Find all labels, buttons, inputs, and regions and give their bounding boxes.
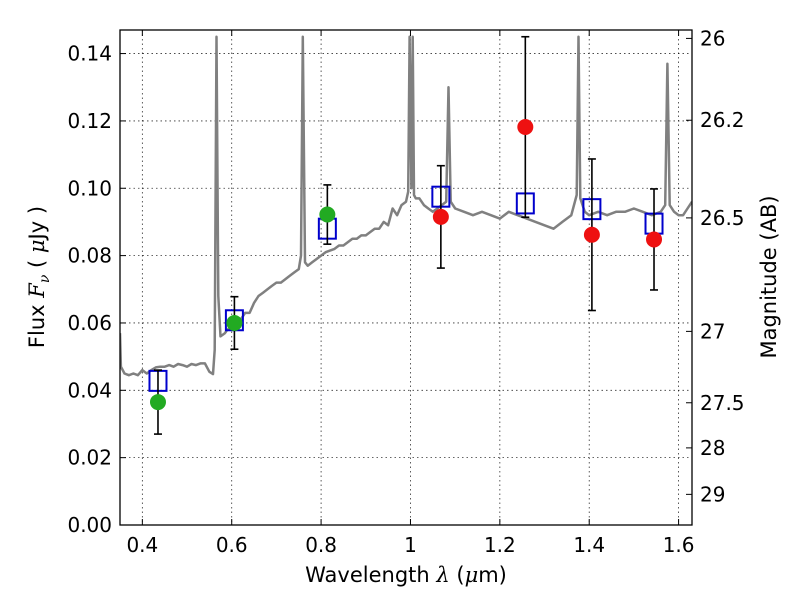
x-axis-label: Wavelength λ (μm) bbox=[305, 563, 507, 587]
y-tick-label: 0.06 bbox=[67, 311, 112, 335]
y-tick-label: 0.08 bbox=[67, 244, 112, 268]
x-tick-label: 1.6 bbox=[663, 533, 695, 557]
right-tick-label: 28 bbox=[700, 436, 725, 460]
right-tick-label: 26.2 bbox=[700, 108, 745, 132]
right-tick-label: 27 bbox=[700, 319, 725, 343]
observed-flux-point bbox=[319, 206, 336, 223]
x-tick-label: 0.6 bbox=[216, 533, 248, 557]
y-tick-label: 0.14 bbox=[67, 42, 112, 66]
right-tick-label: 26 bbox=[700, 26, 725, 50]
right-axis-ticks: 26 26.2 26.5 27 27.5 28 29 bbox=[686, 26, 745, 506]
observed-flux-point bbox=[646, 231, 663, 248]
y-tick-label: 0.02 bbox=[67, 446, 112, 470]
template-spectrum-layer bbox=[120, 35, 692, 377]
y-axis-label: Flux Fν ( μJy ) bbox=[25, 206, 53, 348]
right-tick-label: 26.5 bbox=[700, 206, 745, 230]
plot-frame bbox=[119, 29, 693, 526]
y-tick-label: 0.12 bbox=[67, 109, 112, 133]
y-axis-ticks: 0.00 0.02 0.04 0.06 0.08 0.10 0.12 0.14 bbox=[67, 42, 126, 537]
x-tick-label: 0.8 bbox=[305, 533, 337, 557]
right-tick-label: 27.5 bbox=[700, 391, 745, 415]
y-tick-label: 0.04 bbox=[67, 378, 112, 402]
model-flux-layer bbox=[148, 185, 664, 392]
template-spectrum-line bbox=[120, 35, 692, 377]
x-axis-ticks: 0.4 0.6 0.8 1 1.2 1.4 1.6 bbox=[126, 30, 695, 557]
y-tick-label: 0.00 bbox=[67, 513, 112, 537]
observed-flux-point bbox=[149, 394, 166, 411]
right-axis-label: Magnitude (AB) bbox=[757, 195, 781, 358]
y-tick-label: 0.10 bbox=[67, 176, 112, 200]
observed-flux-point bbox=[432, 208, 449, 225]
observed-flux-point bbox=[517, 118, 534, 135]
observed-flux-point bbox=[583, 226, 600, 243]
grid-lines bbox=[120, 30, 692, 526]
x-tick-label: 1.4 bbox=[573, 533, 605, 557]
observed-flux-point bbox=[226, 314, 243, 331]
right-tick-label: 29 bbox=[700, 482, 725, 506]
observed-flux-layer bbox=[149, 35, 663, 435]
x-tick-label: 1 bbox=[404, 533, 417, 557]
x-tick-label: 1.2 bbox=[484, 533, 516, 557]
x-tick-label: 0.4 bbox=[126, 533, 158, 557]
